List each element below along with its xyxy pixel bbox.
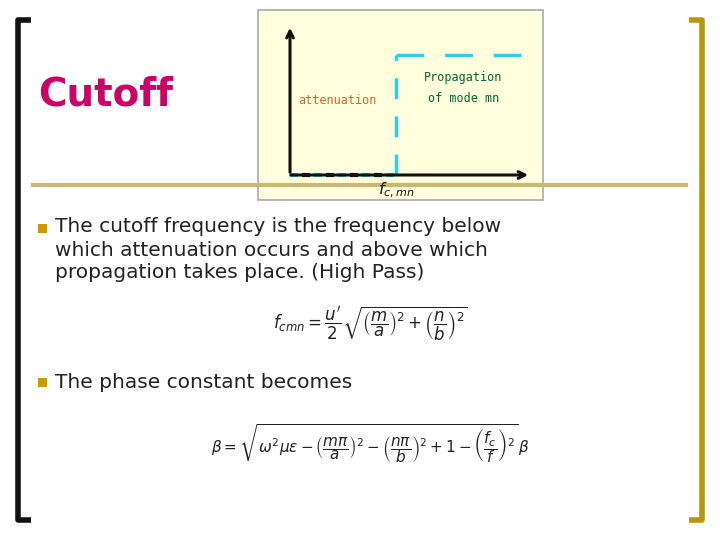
Text: The phase constant becomes: The phase constant becomes — [55, 373, 352, 392]
Text: propagation takes place. (High Pass): propagation takes place. (High Pass) — [55, 262, 424, 281]
Text: The cutoff frequency is the frequency below: The cutoff frequency is the frequency be… — [55, 217, 501, 235]
Text: $\beta = \sqrt{\omega^2\mu\varepsilon - \left(\dfrac{m\pi}{a}\right)^2 - \left(\: $\beta = \sqrt{\omega^2\mu\varepsilon - … — [210, 422, 529, 465]
Bar — [258, 10, 543, 200]
Text: Propagation
of mode mn: Propagation of mode mn — [424, 71, 503, 105]
Bar — [38, 224, 47, 233]
Bar — [38, 377, 47, 387]
Text: which attenuation occurs and above which: which attenuation occurs and above which — [55, 240, 488, 260]
Text: $\mathit{f}_{c,mn}$: $\mathit{f}_{c,mn}$ — [378, 181, 415, 200]
Text: $f_{cmn} = \dfrac{u^{\prime}}{2}\sqrt{\left(\dfrac{m}{a}\right)^2 + \left(\dfrac: $f_{cmn} = \dfrac{u^{\prime}}{2}\sqrt{\l… — [272, 305, 467, 343]
Text: attenuation: attenuation — [299, 93, 377, 106]
Text: Cutoff: Cutoff — [38, 76, 173, 114]
